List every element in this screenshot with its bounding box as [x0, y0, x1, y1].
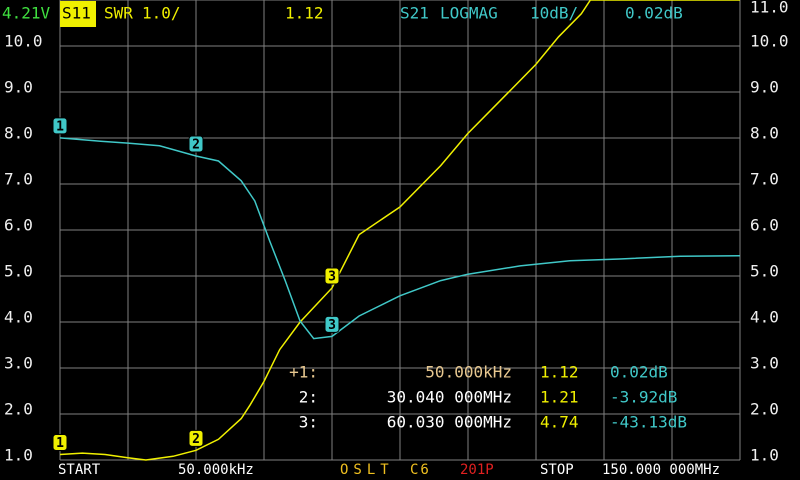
marker-s21: [324, 315, 340, 333]
y-tick-label: 10.0: [4, 32, 43, 51]
marker-swr-label: 2: [192, 432, 200, 447]
start-label: START: [58, 462, 101, 478]
y-tick-label: 8.0: [4, 124, 33, 143]
y-tick-label-right: 10.0: [750, 32, 789, 51]
y-tick-label-right: 9.0: [750, 78, 779, 97]
y-tick-label-right: 8.0: [750, 124, 779, 143]
marker-s21: -3.92dB: [610, 388, 677, 407]
calibration: OSLT: [340, 462, 394, 478]
stop-freq: 150.000 000MHz: [602, 462, 720, 478]
y-tick-label-right: 6.0: [750, 216, 779, 235]
marker-s21: [188, 135, 204, 153]
y-tick-label: 7.0: [4, 170, 33, 189]
trace-format: LOGMAG: [440, 4, 498, 23]
start-freq: 50.000kHz: [178, 462, 254, 478]
trace-name: S11: [62, 4, 91, 23]
y-tick-label-right: 2.0: [750, 400, 779, 419]
marker-swr: [188, 429, 204, 447]
marker-s21: -43.13dB: [610, 413, 687, 432]
y-tick-label-right: 3.0: [750, 354, 779, 373]
y-tick-label: 9.0: [4, 78, 33, 97]
y-tick-label: 3.0: [4, 354, 33, 373]
stop-label: STOP: [540, 462, 574, 478]
marker-swr: 4.74: [540, 413, 579, 432]
y-tick-label: 4.0: [4, 308, 33, 327]
battery-voltage: 4.21V: [2, 4, 51, 23]
marker-freq: 50.000kHz: [425, 363, 512, 382]
marker-s21: 0.02dB: [610, 363, 668, 382]
marker-s21: [52, 117, 68, 135]
trace-scale: 1.0/: [142, 4, 181, 23]
trace-name: S21: [400, 4, 429, 23]
trace-scale: 10dB/: [530, 4, 578, 23]
marker-row-label: +1:: [289, 363, 318, 382]
active-trace-box: [60, 1, 96, 27]
y-tick-label: 6.0: [4, 216, 33, 235]
trace-readout: 1.12: [285, 4, 324, 23]
trace-format: SWR: [104, 4, 133, 23]
y-tick-label-right: 11.0: [750, 0, 789, 17]
marker-swr-label: 1: [56, 436, 64, 451]
trace: [59, 137, 741, 340]
marker-freq: 60.030 000MHz: [387, 413, 512, 432]
marker-swr: [52, 433, 68, 451]
y-tick-label-right: 1.0: [750, 446, 779, 465]
sweep-points: 201P: [460, 462, 494, 478]
y-tick-label-right: 7.0: [750, 170, 779, 189]
marker-swr: 1.12: [540, 363, 579, 382]
marker-swr-label: 3: [328, 269, 336, 284]
y-tick-label: 1.0: [4, 446, 33, 465]
y-tick-label-right: 5.0: [750, 262, 779, 281]
marker-swr: [324, 267, 340, 285]
marker-s21-label: 1: [56, 119, 64, 134]
calibration-slot: C6: [410, 462, 431, 478]
marker-s21-label: 2: [192, 138, 200, 153]
marker-row-label: 2:: [299, 388, 318, 407]
marker-row-label: 3:: [299, 413, 318, 432]
y-tick-label: 2.0: [4, 400, 33, 419]
marker-freq: 30.040 000MHz: [387, 388, 512, 407]
y-tick-label-right: 4.0: [750, 308, 779, 327]
y-tick-label: 5.0: [4, 262, 33, 281]
marker-s21-label: 3: [328, 318, 336, 333]
marker-swr: 1.21: [540, 388, 579, 407]
trace-readout: 0.02dB: [625, 4, 683, 23]
